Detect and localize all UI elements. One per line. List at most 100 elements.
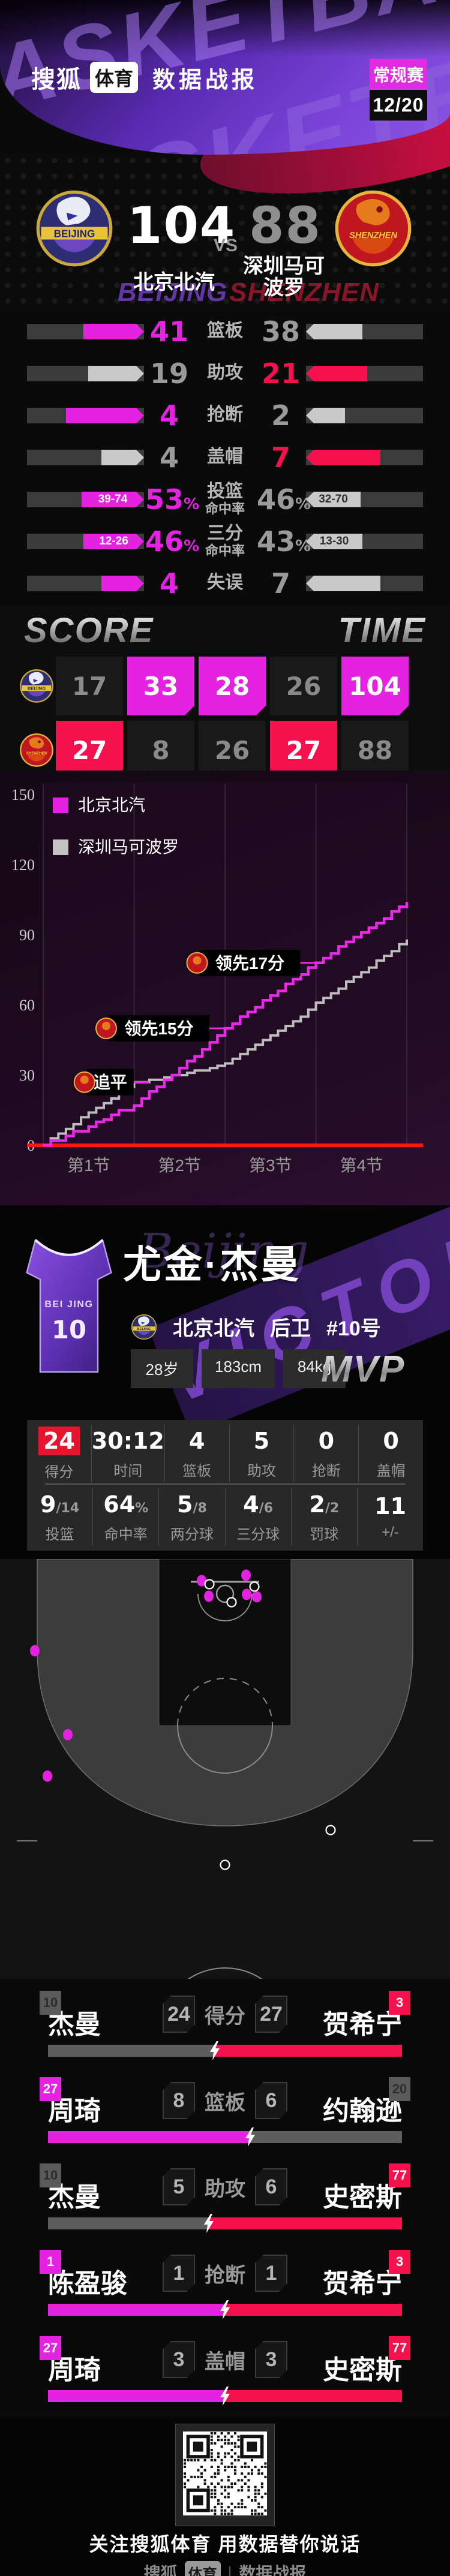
mvp-section: VICTORY Beijing BEI JING 10 尤金·杰曼 北京北汽 后… bbox=[0, 1205, 450, 1559]
away-stat-track bbox=[306, 408, 423, 423]
footer-title: 数据战报 bbox=[239, 2564, 307, 2576]
mvp-player-name: 尤金·杰曼 bbox=[123, 1243, 302, 1286]
quarter-score-cell: 26 bbox=[270, 657, 337, 715]
mvp-stat-label: 助攻 bbox=[247, 1462, 276, 1479]
svg-text:60: 60 bbox=[19, 997, 35, 1014]
player-comparisons: 杰曼 10 贺希宁 3 24 得分 27 周琦 27 约翰逊 20 8 篮板 6 杰曼 10 史密斯 77 5 助攻 6… bbox=[0, 1979, 450, 2416]
made-shot-marker bbox=[63, 1729, 73, 1741]
lightning-bolt-icon bbox=[220, 2300, 230, 2319]
stat-label: 投篮 命中率 bbox=[205, 481, 245, 516]
shot-chart-section bbox=[0, 1558, 450, 2100]
svg-text:领先17分: 领先17分 bbox=[215, 953, 284, 973]
mvp-stat-value: 0 bbox=[383, 1427, 399, 1454]
beijing-logo bbox=[35, 189, 114, 268]
svg-text:第4节: 第4节 bbox=[340, 1156, 383, 1175]
away-stat-value: 7 bbox=[271, 567, 290, 600]
mvp-position: 后卫 bbox=[270, 1317, 311, 1340]
svg-text:追平: 追平 bbox=[94, 1073, 127, 1092]
home-stat-value: 4 bbox=[159, 399, 179, 432]
svg-text:第3节: 第3节 bbox=[249, 1156, 292, 1175]
made-shot-marker bbox=[204, 1590, 214, 1602]
mvp-stat-cell: 9/14 投篮 bbox=[27, 1488, 94, 1546]
away-player-jersey-badge: 77 bbox=[389, 2336, 410, 2360]
bio-chip: 28岁 bbox=[131, 1349, 193, 1388]
comparison-row: 杰曼 10 贺希宁 3 24 得分 27 bbox=[0, 1987, 450, 2075]
team-stat-row: 12-26 13-30 46% 43% 三分 命中率 bbox=[0, 522, 450, 560]
script-decoration: Beijing bbox=[138, 1223, 309, 1279]
home-player-jersey-badge: 10 bbox=[40, 1991, 61, 2015]
home-ghost-name: BEIJING bbox=[118, 278, 228, 307]
shenzhen-logo-icon bbox=[95, 1018, 117, 1039]
home-value-tile: 3 bbox=[163, 2341, 195, 2378]
comparison-center: 8 篮板 6 bbox=[163, 2082, 287, 2119]
svg-text:深圳马可波罗: 深圳马可波罗 bbox=[78, 838, 179, 856]
quarter-score-cell: 27 bbox=[270, 721, 337, 780]
team-stat-row: 4 7 失误 bbox=[0, 564, 450, 602]
team-stat-row: 41 38 篮板 bbox=[0, 312, 450, 350]
away-bar-segment bbox=[250, 2131, 402, 2143]
away-stat-value: 38 bbox=[261, 315, 300, 348]
away-stat-fill bbox=[306, 450, 380, 465]
home-player-name: 周琦 27 bbox=[40, 2336, 101, 2387]
footer-brand-box: 体育 bbox=[184, 2560, 221, 2576]
made-shot-marker bbox=[242, 1588, 251, 1600]
brand-row: 搜狐 体育 数据战报 bbox=[31, 60, 258, 95]
home-player-jersey-badge: 10 bbox=[40, 2163, 61, 2187]
mvp-stat-value: 9/14 bbox=[40, 1491, 80, 1518]
svg-text:领先15分: 领先15分 bbox=[124, 1019, 193, 1038]
step-chart-svg: 1501209060300第1节第2节第3节第4节北京北汽深圳马可波罗追平领先1… bbox=[11, 783, 423, 1175]
mvp-stats-row: 9/14 投篮 64% 命中率 5/8 两分球 4/6 三分球 2/2 罚球 11 +/- bbox=[27, 1488, 423, 1546]
away-stat-track bbox=[306, 450, 423, 465]
stat-label: 盖帽 bbox=[207, 447, 243, 467]
quarter-score-cell: 17 bbox=[56, 657, 123, 715]
away-player-name: 贺希宁 3 bbox=[323, 2250, 410, 2300]
home-stat-track bbox=[27, 408, 144, 423]
comparison-stat-label: 抢断 bbox=[205, 2264, 245, 2287]
home-stat-fill bbox=[88, 366, 144, 381]
mvp-stats-row: 24 得分 30:12 时间 4 篮板 5 助攻 0 抢断 0 盖帽 bbox=[27, 1425, 423, 1482]
svg-text:第2节: 第2节 bbox=[158, 1156, 201, 1175]
beijing-logo-small bbox=[20, 669, 53, 703]
mvp-stat-value: 4/6 bbox=[243, 1491, 273, 1518]
away-stat-value: 46% bbox=[257, 483, 311, 516]
mvp-stat-label: 投篮 bbox=[45, 1526, 74, 1543]
svg-text:90: 90 bbox=[19, 926, 35, 944]
beijing-line bbox=[43, 902, 409, 1147]
away-stat-value: 7 bbox=[271, 441, 290, 474]
missed-shot-marker bbox=[226, 1597, 237, 1608]
home-stat-track bbox=[27, 324, 144, 339]
mvp-team: 北京北汽 bbox=[173, 1317, 254, 1340]
stat-label: 失误 bbox=[207, 573, 243, 592]
home-value-tile: 5 bbox=[163, 2168, 195, 2205]
brand-sports-box: 体育 bbox=[90, 62, 139, 93]
away-stat-value: 21 bbox=[261, 357, 300, 390]
svg-text:150: 150 bbox=[11, 786, 35, 804]
away-bar-segment bbox=[225, 2390, 402, 2402]
away-stat-fill bbox=[306, 576, 380, 591]
mvp-stat-cell: 24 得分 bbox=[27, 1425, 92, 1482]
home-player-jersey-badge: 27 bbox=[40, 2336, 61, 2360]
svg-text:120: 120 bbox=[11, 856, 35, 874]
team-stat-row: 4 7 盖帽 bbox=[0, 438, 450, 476]
missed-shot-marker bbox=[204, 1579, 215, 1590]
mvp-stat-cell: 11 +/- bbox=[358, 1488, 423, 1546]
quarter-score-cell: 104 bbox=[341, 657, 409, 715]
quarter-score-cell: 27 bbox=[56, 721, 123, 780]
mvp-stat-cell: 4 篮板 bbox=[165, 1425, 230, 1482]
comparison-center: 5 助攻 6 bbox=[163, 2168, 287, 2205]
home-player-name: 杰曼 10 bbox=[40, 2163, 101, 2214]
away-stat-value: 2 bbox=[271, 399, 290, 432]
home-stat-value: 53% bbox=[145, 483, 200, 516]
away-stat-value: 43% bbox=[257, 525, 311, 558]
home-player-name: 杰曼 10 bbox=[40, 1991, 101, 2041]
vs-label: VS bbox=[214, 236, 238, 255]
away-stat-track: 32-70 bbox=[306, 492, 423, 507]
brand-sohu: 搜狐 bbox=[31, 67, 82, 93]
comparison-center: 24 得分 27 bbox=[163, 1996, 287, 2033]
chart-annotation: 追平 bbox=[73, 1069, 134, 1096]
comparison-bar bbox=[48, 2300, 402, 2319]
divider bbox=[45, 1483, 405, 1485]
stage-badge: 常规赛 12/20 bbox=[370, 59, 427, 121]
mvp-stat-cell: 4/6 三分球 bbox=[226, 1488, 292, 1546]
